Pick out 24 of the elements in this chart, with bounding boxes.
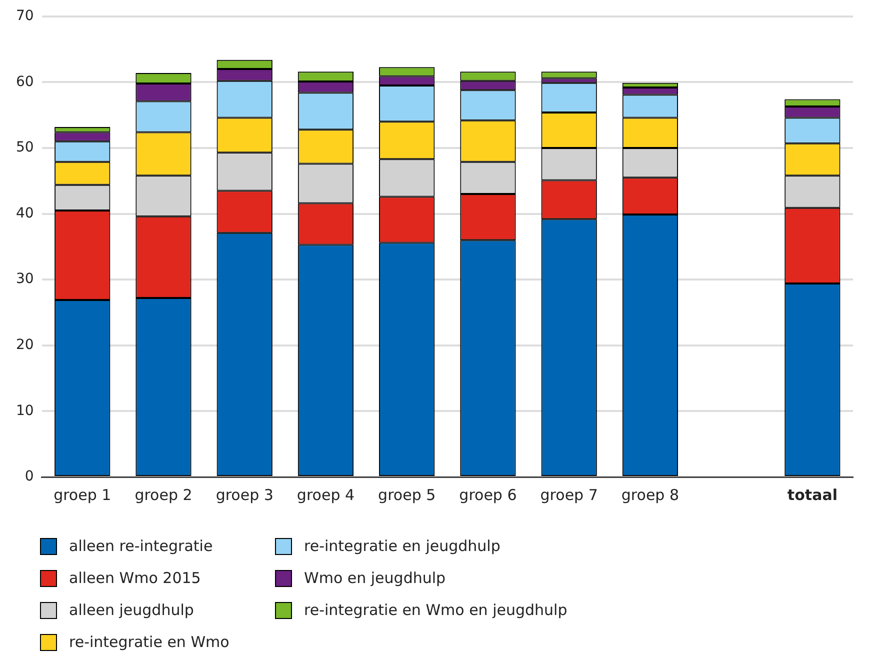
y-tick-label: 40 bbox=[16, 205, 34, 222]
y-tick-label: 60 bbox=[16, 74, 34, 90]
legend-label: alleen Wmo 2015 bbox=[69, 569, 201, 587]
x-tick-label: groep 8 bbox=[621, 486, 680, 504]
legend-label: alleen jeugdhulp bbox=[69, 601, 194, 619]
legend-label: re-integratie en jeugdhulp bbox=[304, 537, 500, 555]
x-tick-label: groep 1 bbox=[54, 486, 112, 504]
y-tick-label: 70 bbox=[16, 8, 34, 24]
x-tick-label: groep 4 bbox=[296, 486, 355, 504]
y-tick-label: 10 bbox=[16, 402, 34, 419]
y-tick-label: 20 bbox=[16, 337, 34, 354]
y-tick-label: 50 bbox=[16, 140, 34, 156]
legend-label: re-integratie en Wmo en jeugdhulp bbox=[304, 601, 568, 619]
x-tick-label: groep 3 bbox=[216, 486, 274, 504]
legend-label: Wmo en jeugdhulp bbox=[304, 569, 446, 587]
x-tick-label: groep 6 bbox=[459, 486, 517, 504]
y-tick-label: 0 bbox=[24, 468, 34, 485]
x-tick-label: groep 2 bbox=[134, 486, 192, 504]
legend-label: re-integratie en Wmo bbox=[69, 633, 230, 651]
x-tick-label: groep 5 bbox=[378, 486, 436, 504]
y-tick-label: 30 bbox=[16, 271, 34, 288]
legend-label: alleen re-integratie bbox=[69, 537, 213, 555]
x-tick-label: groep 7 bbox=[540, 486, 598, 504]
x-tick-label: totaal bbox=[787, 486, 838, 504]
